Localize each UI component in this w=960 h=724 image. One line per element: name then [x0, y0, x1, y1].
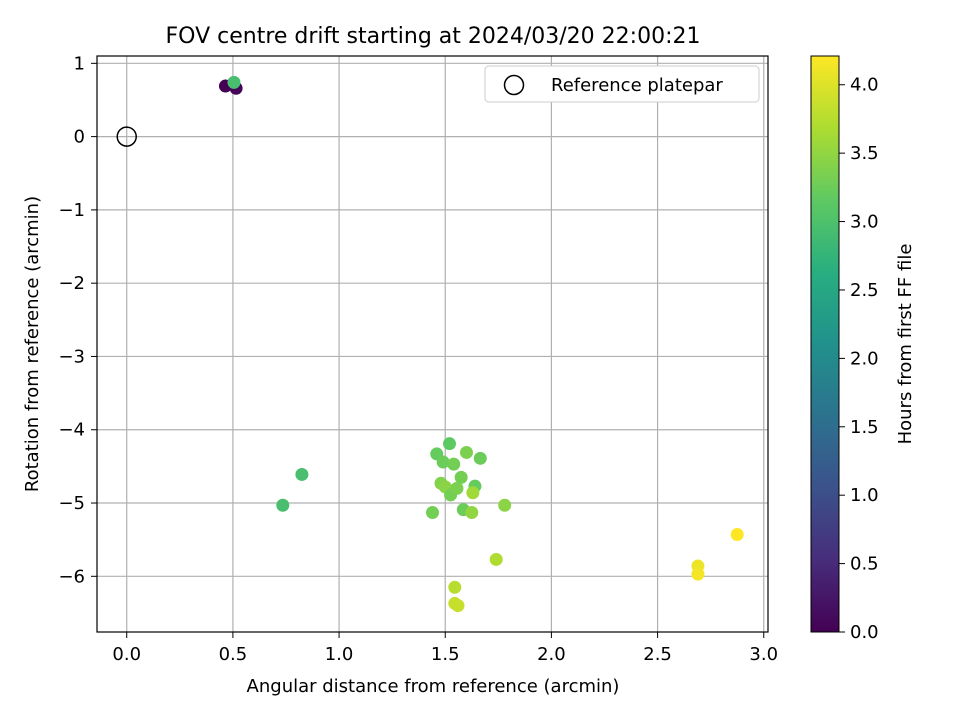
legend-marker-icon [503, 74, 525, 96]
x-tick-label: 2.0 [537, 644, 566, 665]
colorbar-gradient [810, 55, 840, 633]
y-tick-label: −6 [58, 566, 85, 587]
legend-box [484, 65, 760, 103]
x-tick-label: 0.5 [219, 644, 248, 665]
data-point [459, 445, 473, 459]
chart-title: FOV centre drift starting at 2024/03/20 … [166, 24, 701, 49]
reference-platepar-marker [116, 126, 137, 147]
colorbar-tick-label: 2.5 [850, 280, 879, 301]
data-point [276, 498, 290, 512]
data-point [730, 528, 744, 542]
data-point [489, 552, 503, 566]
y-tick-label: 0 [74, 127, 85, 148]
legend: Reference platepar [484, 65, 760, 103]
data-point [295, 467, 309, 481]
y-tick-label: 1 [74, 53, 85, 74]
data-point [498, 498, 512, 512]
data-point [447, 457, 461, 471]
y-tick-label: −5 [58, 493, 85, 514]
data-point [426, 506, 439, 520]
y-tick-label: −2 [58, 273, 85, 294]
colorbar-tick-label: 0.0 [850, 622, 879, 643]
data-point [436, 455, 450, 469]
data-point [227, 75, 241, 89]
colorbar-tick-label: 0.5 [850, 554, 879, 575]
y-tick-label: −3 [58, 346, 85, 367]
colorbar-tick-label: 1.0 [850, 485, 879, 506]
x-tick-label: 1.0 [325, 644, 354, 665]
y-tick-label: −4 [58, 420, 85, 441]
data-point [473, 451, 487, 465]
colorbar: 0.0 0.5 1.0 1.5 2.0 2.5 3.0 3.5 4.0 Hours from f… [810, 55, 916, 643]
data-point [691, 567, 705, 581]
colorbar-tick-label: 3.5 [850, 143, 879, 164]
colorbar-tick-label: 4.0 [850, 75, 879, 96]
reference-layer [116, 126, 137, 147]
legend-entry-reference-platepar: Reference platepar [551, 75, 723, 96]
data-point [448, 580, 462, 594]
colorbar-tick-label: 2.0 [850, 348, 879, 369]
x-axis-label: Angular distance from reference (arcmin) [247, 676, 620, 697]
y-axis-ticks: 1 0 −1 −2 −3 −4 −5 −6 [58, 53, 97, 587]
data-point [451, 599, 465, 613]
colorbar-tick-label: 1.5 [850, 417, 879, 438]
x-axis-ticks: 0.0 0.5 1.0 1.5 2.0 2.5 3.0 [112, 632, 778, 665]
x-tick-label: 0.0 [112, 644, 141, 665]
colorbar-tick-label: 3.0 [850, 212, 879, 233]
data-point [450, 481, 464, 495]
x-tick-label: 3.0 [749, 644, 778, 665]
y-tick-label: −1 [58, 200, 85, 221]
data-point [465, 506, 479, 520]
colorbar-label: Hours from first FF file [895, 244, 916, 445]
data-point [442, 437, 456, 451]
plot-frame [96, 55, 769, 633]
data-point [454, 470, 468, 484]
grid-lines [97, 56, 768, 632]
y-axis-label: Rotation from reference (arcmin) [22, 196, 43, 492]
data-points [218, 75, 744, 613]
x-tick-label: 1.5 [431, 644, 460, 665]
colorbar-ticks: 0.0 0.5 1.0 1.5 2.0 2.5 3.0 3.5 4.0 [839, 75, 879, 643]
data-point [466, 486, 480, 500]
x-tick-label: 2.5 [643, 644, 672, 665]
